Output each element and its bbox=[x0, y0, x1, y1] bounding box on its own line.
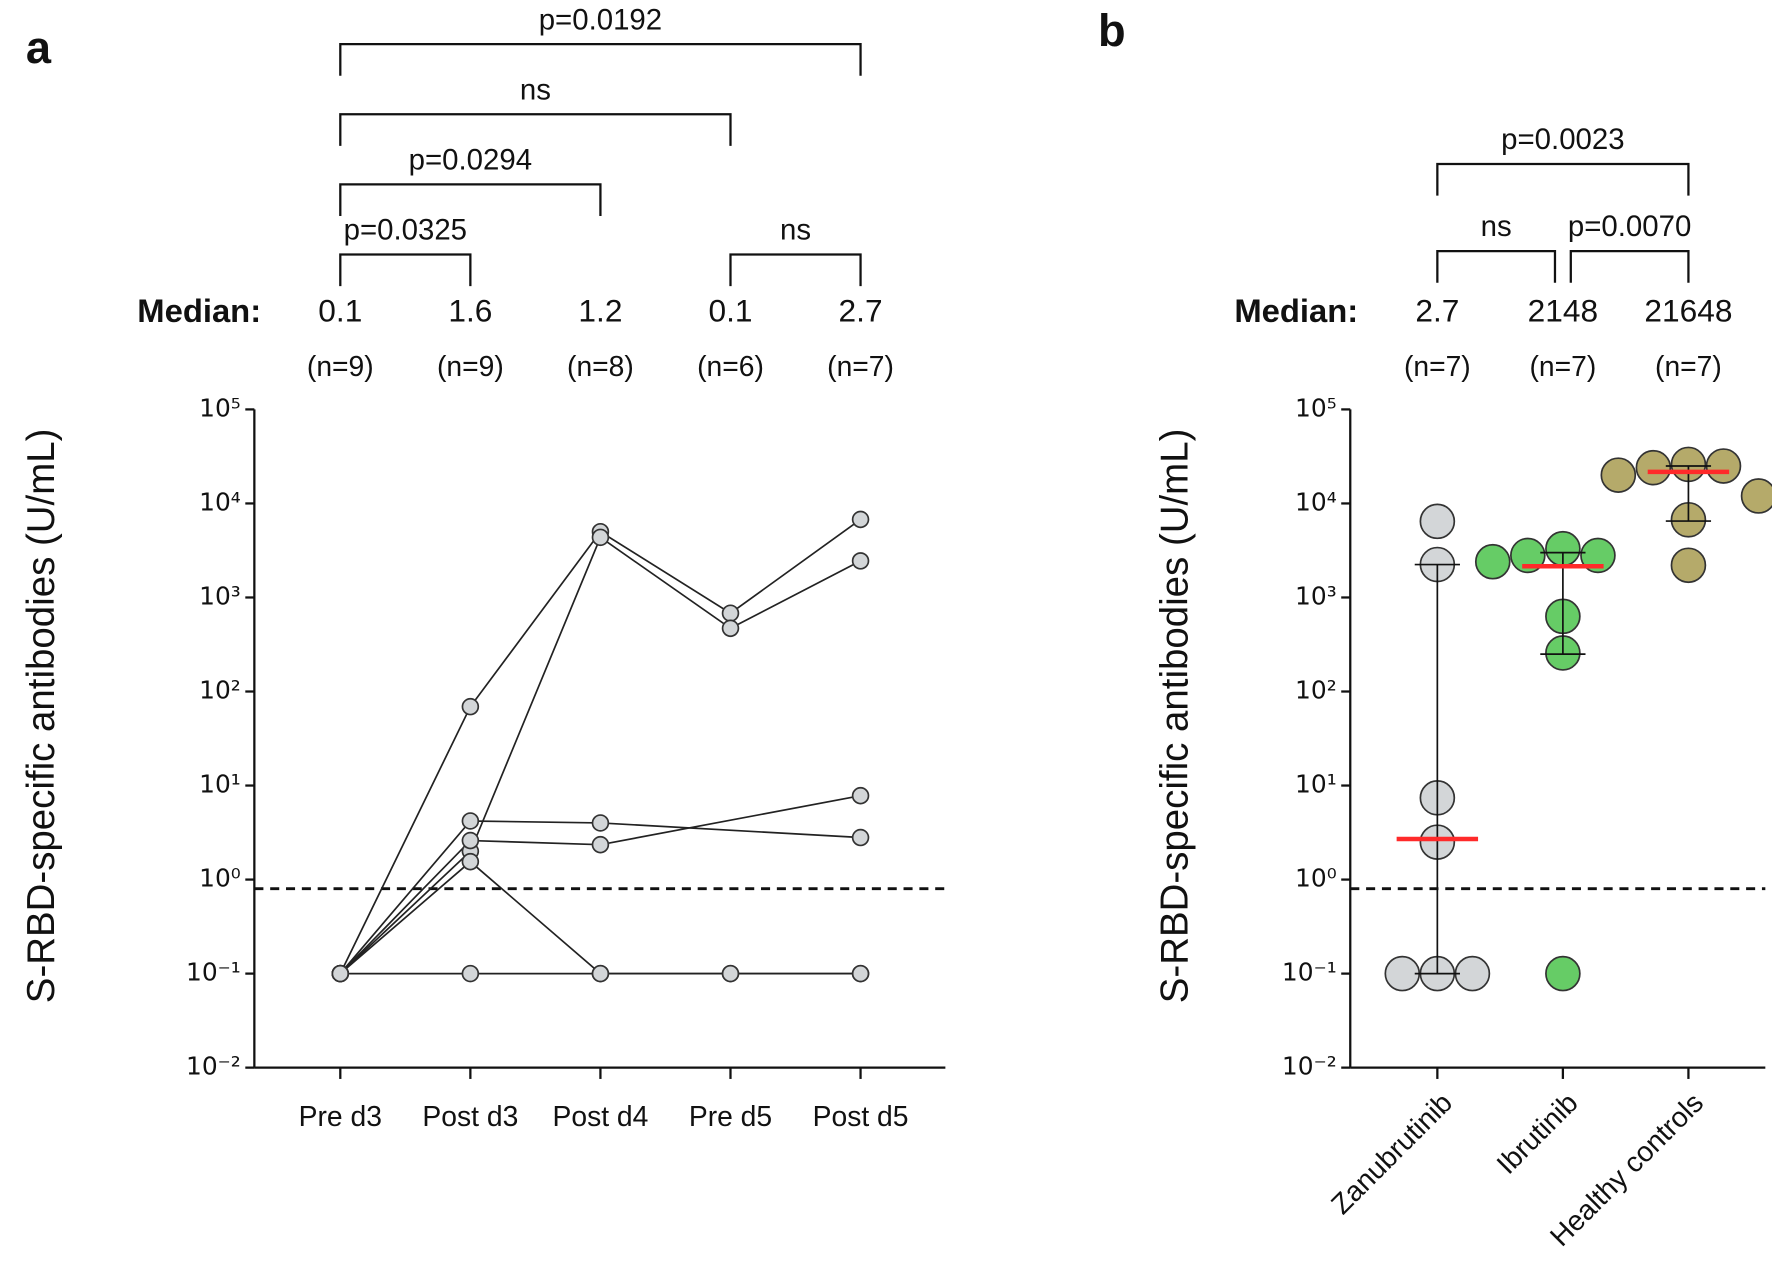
data-point bbox=[331, 964, 350, 983]
y-axis-label: S-RBD-specific antibodies (U/mL) bbox=[20, 429, 63, 1004]
n-label: (n=9) bbox=[307, 350, 374, 382]
y-tick-label: 10⁴ bbox=[1295, 487, 1337, 516]
x-tick-label: Zanubrutinib bbox=[1324, 1086, 1458, 1220]
y-tick-label: 10⁵ bbox=[1295, 393, 1337, 422]
comparison-bracket bbox=[1436, 249, 1557, 283]
data-point bbox=[721, 964, 740, 983]
comparison-label: p=0.0325 bbox=[344, 214, 467, 247]
comparison-bracket bbox=[1569, 249, 1690, 283]
median-value: 1.6 bbox=[448, 293, 492, 329]
data-point bbox=[1740, 478, 1772, 514]
data-point bbox=[1474, 543, 1511, 580]
n-label: (n=6) bbox=[697, 350, 764, 382]
comparison-label: p=0.0294 bbox=[409, 143, 532, 176]
x-tick-label: Pre d5 bbox=[689, 1100, 772, 1132]
comparison-label: ns bbox=[520, 73, 551, 106]
data-point bbox=[461, 852, 480, 871]
data-point bbox=[851, 828, 870, 847]
y-tick-label: 10⁵ bbox=[199, 393, 241, 422]
n-label: (n=9) bbox=[437, 350, 504, 382]
comparison-bracket bbox=[339, 113, 732, 146]
median-value: 2.7 bbox=[839, 293, 883, 329]
y-tick-label: 10¹ bbox=[1295, 770, 1337, 799]
data-point bbox=[591, 835, 610, 854]
data-point bbox=[1419, 503, 1456, 540]
comparison-label: ns bbox=[780, 214, 811, 247]
data-point bbox=[851, 552, 870, 570]
median-value: 0.1 bbox=[318, 293, 362, 329]
comparison-label: p=0.0070 bbox=[1568, 210, 1691, 243]
y-tick-label: 10⁰ bbox=[1295, 864, 1337, 893]
patient-line bbox=[339, 794, 861, 975]
data-point bbox=[591, 964, 610, 983]
data-point bbox=[1384, 955, 1421, 992]
n-label: (n=8) bbox=[567, 350, 634, 382]
median-value: 21648 bbox=[1644, 293, 1732, 329]
y-tick-label: 10⁻¹ bbox=[1282, 958, 1337, 987]
panel-letter: b bbox=[1098, 5, 1126, 56]
comparison-bracket bbox=[729, 253, 862, 287]
data-point bbox=[461, 964, 480, 983]
data-point bbox=[1635, 449, 1672, 486]
data-point bbox=[851, 964, 870, 983]
data-point bbox=[851, 510, 870, 529]
y-tick-label: 10⁰ bbox=[199, 864, 241, 893]
y-tick-label: 10² bbox=[199, 676, 241, 705]
data-point bbox=[461, 831, 480, 850]
n-label: (n=7) bbox=[1655, 350, 1722, 382]
comparison-bracket bbox=[339, 42, 862, 76]
panel: a S-RBD-specific antibodies (U/mL) 10⁻² 10⁻… bbox=[20, 3, 946, 1132]
y-tick-label: 10⁴ bbox=[199, 487, 241, 516]
median-label: Median: bbox=[1234, 292, 1358, 329]
data-point bbox=[721, 619, 740, 638]
panel: b S-RBD-specific antibodies (U/mL) 10⁻² 10⁻… bbox=[1098, 5, 1772, 1252]
median-value: 0.1 bbox=[708, 293, 752, 329]
comparison-bracket bbox=[339, 253, 472, 287]
data-point bbox=[1510, 537, 1546, 574]
comparison-bracket bbox=[1436, 162, 1690, 196]
data-point bbox=[1580, 537, 1616, 574]
comparison-bracket bbox=[339, 183, 602, 217]
data-point bbox=[1454, 955, 1491, 992]
x-tick-label: Pre d3 bbox=[299, 1100, 382, 1132]
comparison-label: p=0.0023 bbox=[1501, 123, 1624, 156]
data-point bbox=[461, 812, 480, 830]
y-tick-label: 10¹ bbox=[199, 770, 241, 799]
data-point bbox=[591, 814, 610, 832]
comparison-label: ns bbox=[1481, 210, 1512, 243]
y-tick-label: 10³ bbox=[1295, 581, 1337, 610]
y-tick-label: 10⁻¹ bbox=[186, 958, 241, 987]
median-value: 2.7 bbox=[1415, 293, 1459, 329]
data-point bbox=[721, 604, 740, 622]
data-point bbox=[851, 786, 870, 805]
patient-line bbox=[339, 860, 861, 975]
comparison-label: p=0.0192 bbox=[539, 3, 662, 36]
y-tick-label: 10³ bbox=[199, 581, 241, 610]
x-tick-label: Post d5 bbox=[813, 1100, 909, 1132]
data-point bbox=[591, 528, 610, 547]
y-axis-label: S-RBD-specific antibodies (U/mL) bbox=[1153, 429, 1196, 1004]
data-point bbox=[1705, 448, 1742, 484]
x-tick-label: Post d3 bbox=[422, 1100, 518, 1132]
data-point bbox=[1545, 955, 1581, 992]
patient-line bbox=[339, 536, 861, 975]
x-tick-label: Ibrutinib bbox=[1490, 1086, 1584, 1180]
panel-letter: a bbox=[26, 22, 52, 73]
data-point bbox=[1670, 547, 1707, 584]
x-tick-label: Post d4 bbox=[552, 1100, 648, 1132]
data-point bbox=[1600, 457, 1637, 493]
median-value: 1.2 bbox=[578, 293, 622, 329]
n-label: (n=7) bbox=[1529, 350, 1596, 382]
n-label: (n=7) bbox=[1404, 350, 1471, 382]
y-tick-label: 10² bbox=[1295, 676, 1337, 705]
patient-line bbox=[339, 820, 861, 975]
y-tick-label: 10⁻² bbox=[1282, 1052, 1337, 1081]
y-tick-label: 10⁻² bbox=[186, 1052, 241, 1081]
median-label: Median: bbox=[137, 292, 261, 329]
data-point bbox=[461, 697, 480, 716]
n-label: (n=7) bbox=[827, 350, 894, 382]
median-value: 2148 bbox=[1528, 293, 1598, 329]
